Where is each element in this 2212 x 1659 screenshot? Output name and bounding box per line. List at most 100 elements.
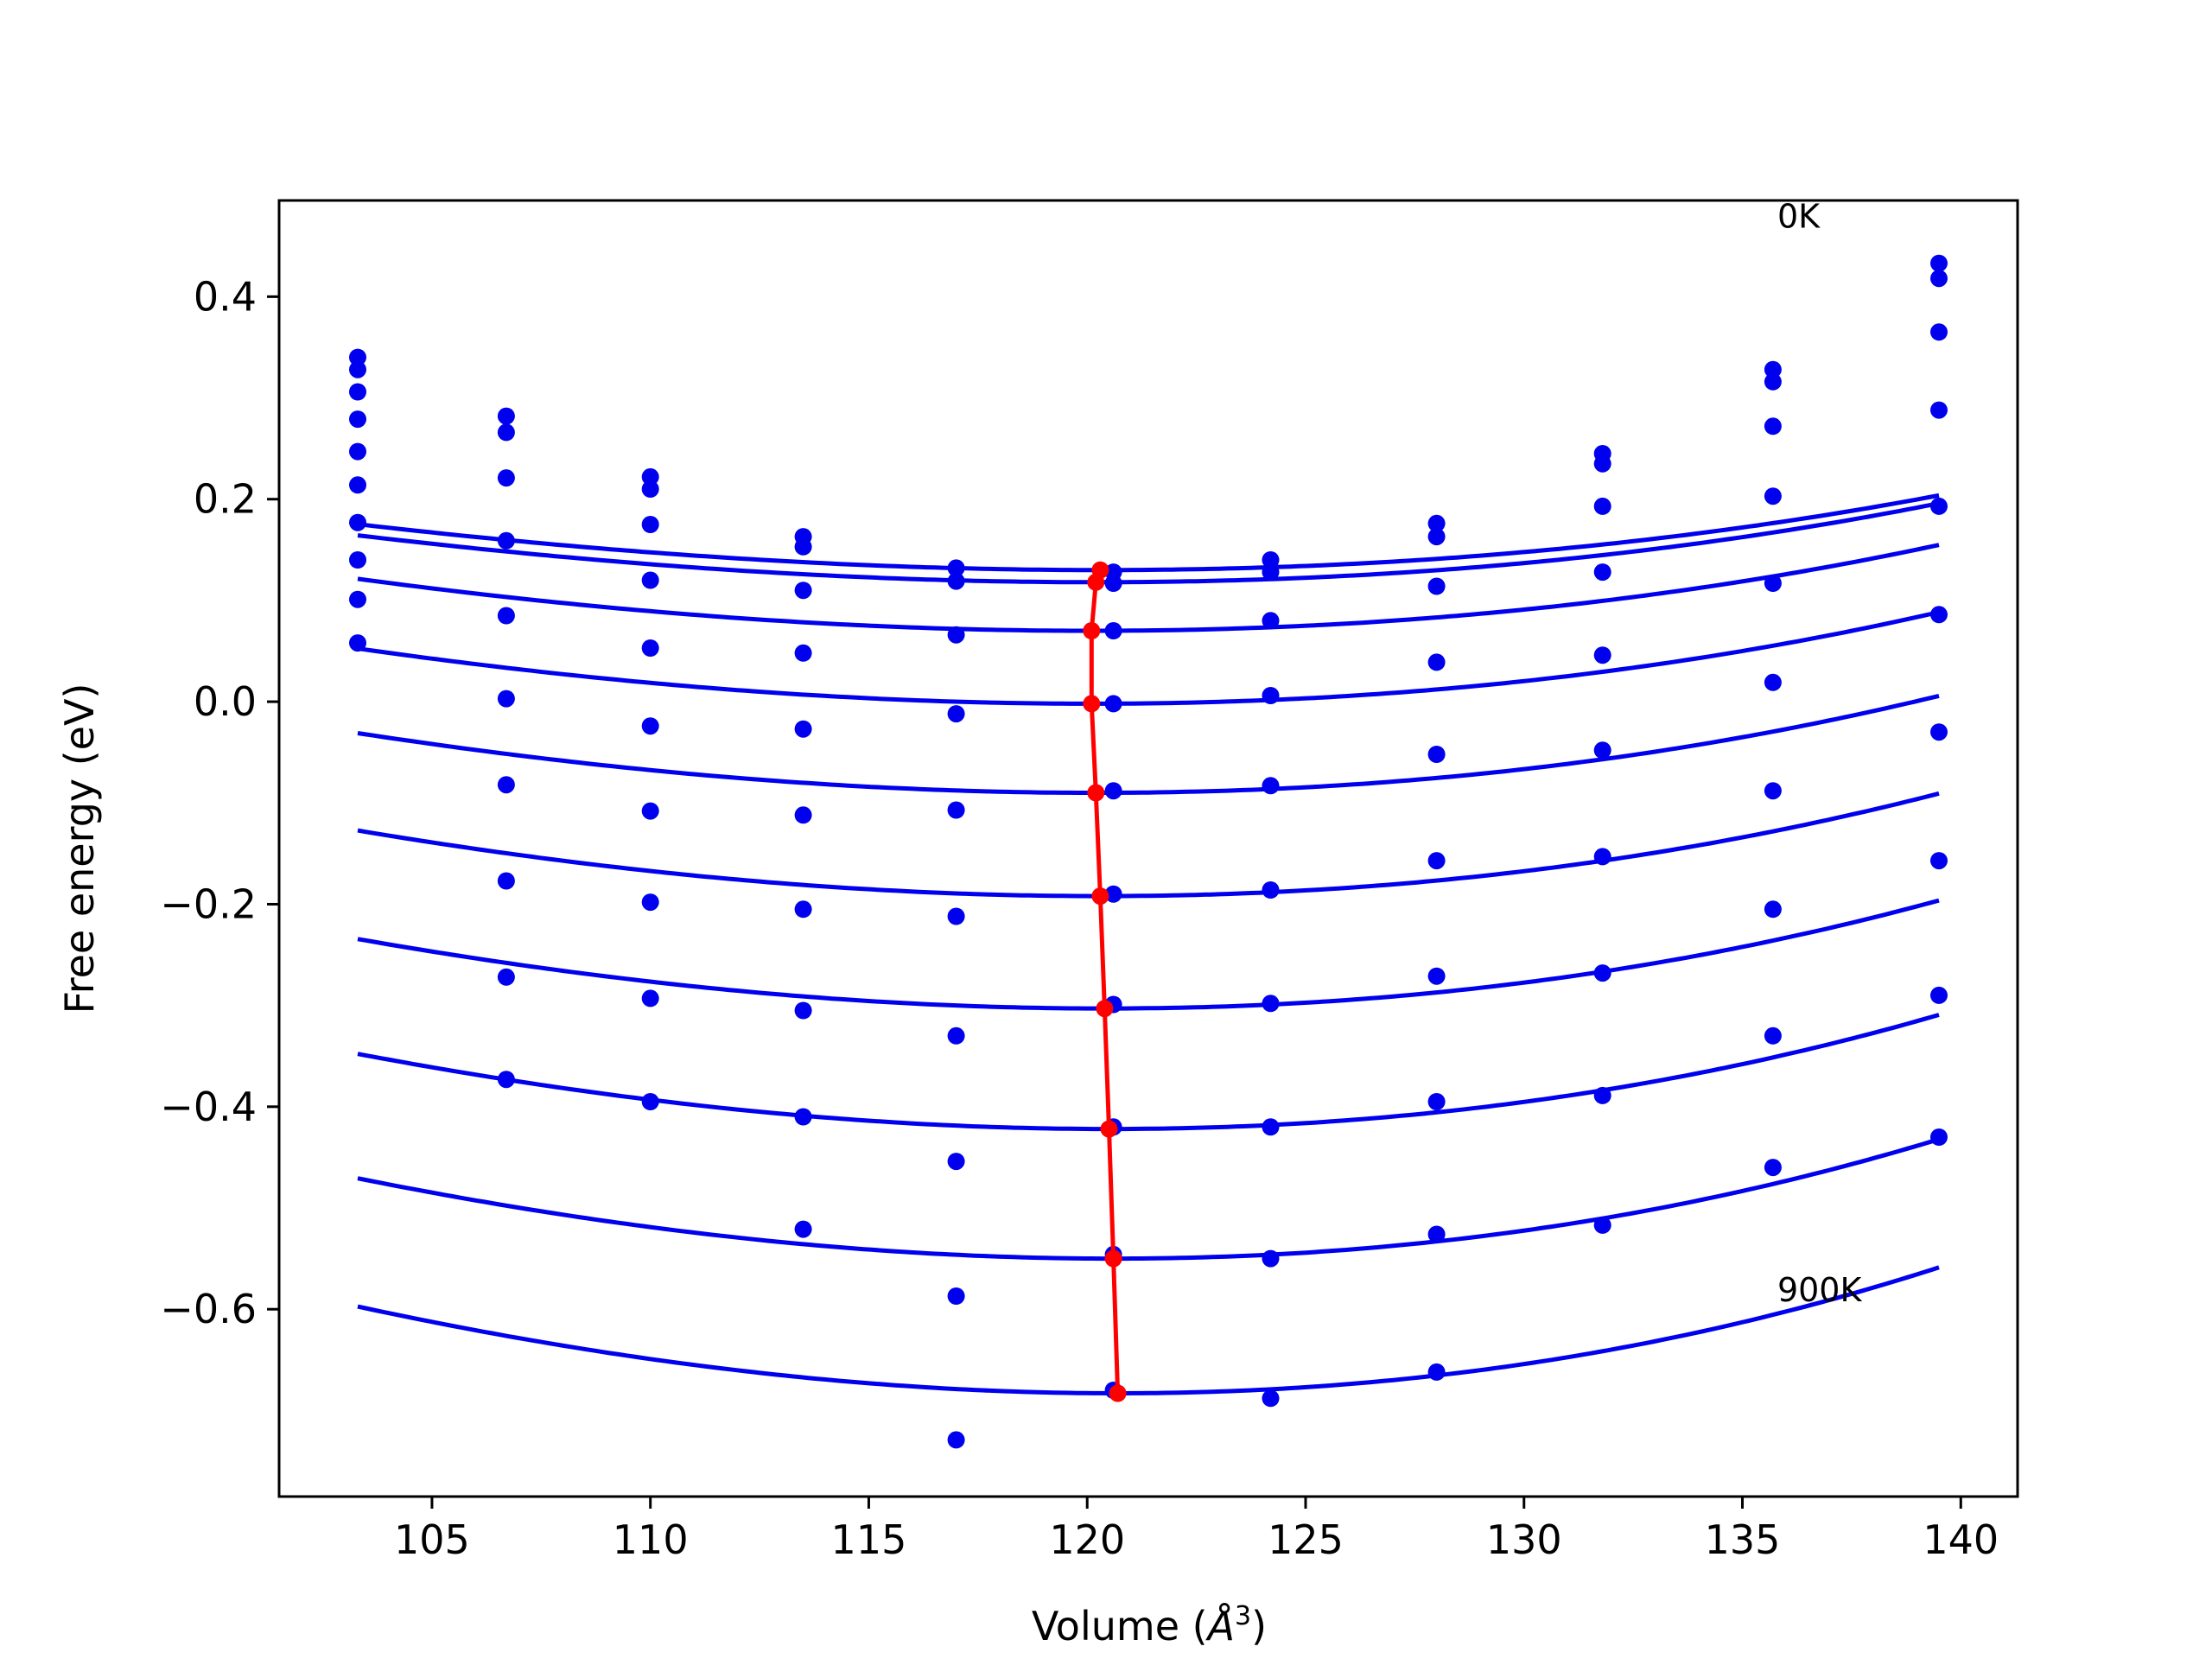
data-point-5-9 xyxy=(1764,673,1782,691)
data-point-8-10 xyxy=(1930,986,1948,1004)
data-point-1-6 xyxy=(1262,563,1280,582)
data-point-6-0 xyxy=(349,513,366,531)
x-tick-label-7: 140 xyxy=(1923,1516,1999,1563)
y-tick-label-4: −0.4 xyxy=(160,1084,257,1130)
fit-curve-4 xyxy=(357,693,1940,795)
data-point-5-10 xyxy=(1930,606,1948,624)
data-point-5-6 xyxy=(1262,881,1280,899)
data-point-6-9 xyxy=(1764,782,1782,800)
data-point-9-2 xyxy=(641,1093,659,1110)
data-point-5-5 xyxy=(1104,885,1122,903)
x-tick-label-2: 115 xyxy=(831,1516,907,1563)
data-point-3-2 xyxy=(641,571,659,589)
data-point-2-7 xyxy=(1427,577,1446,595)
data-point-4-2 xyxy=(641,639,659,657)
data-point-3-6 xyxy=(1262,687,1280,704)
data-point-7-1 xyxy=(497,872,515,890)
data-point-0-1 xyxy=(497,407,515,425)
data-point-2-0 xyxy=(349,383,366,401)
data-point-8-3 xyxy=(794,1108,812,1126)
data-point-9-3 xyxy=(794,1220,812,1238)
data-point-2-2 xyxy=(641,516,659,533)
data-point-0-0 xyxy=(349,348,366,366)
data-point-1-8 xyxy=(1593,454,1611,473)
data-point-7-10 xyxy=(1930,852,1948,870)
data-point-4-0 xyxy=(349,442,366,461)
x-axis-ticks: 105 110 115 120 125 130 135 140 xyxy=(394,1497,1999,1563)
minimum-trace xyxy=(1083,561,1127,1402)
data-point-4-6 xyxy=(1262,777,1280,795)
data-point-2-8 xyxy=(1593,497,1611,515)
fit-curve-0 xyxy=(357,493,1940,573)
data-point-2-6 xyxy=(1262,612,1280,630)
y-tick-label-2: 0.0 xyxy=(194,678,257,725)
data-point-6-6 xyxy=(1262,995,1280,1013)
data-point-1-7 xyxy=(1427,528,1446,546)
data-point-6-1 xyxy=(497,776,515,794)
annotations: 0K 900K xyxy=(1777,198,1863,1309)
data-point-4-1 xyxy=(497,607,515,625)
data-point-7-3 xyxy=(794,1001,812,1020)
data-point-1-2 xyxy=(641,480,659,498)
y-tick-label-5: −0.6 xyxy=(160,1286,257,1332)
y-tick-label-1: 0.2 xyxy=(194,476,257,523)
data-point-5-4 xyxy=(947,907,965,925)
data-point-2-3 xyxy=(794,582,812,600)
minimum-point-7 xyxy=(1100,1120,1118,1138)
data-point-8-1 xyxy=(497,968,515,986)
y-tick-label-3: −0.2 xyxy=(160,880,257,927)
fit-curve-6 xyxy=(357,898,1940,1011)
data-point-3-0 xyxy=(349,410,366,429)
data-point-8-4 xyxy=(947,1287,965,1305)
data-point-6-7 xyxy=(1427,967,1446,985)
data-point-0-7 xyxy=(1427,514,1446,532)
x-axis-label: Volume (Å3) xyxy=(1032,1601,1267,1649)
y-tick-label-0: 0.4 xyxy=(194,273,257,320)
minimum-point-6 xyxy=(1096,1000,1114,1018)
fit-curve-9 xyxy=(357,1265,1940,1395)
data-point-5-8 xyxy=(1593,741,1611,760)
data-point-2-4 xyxy=(947,626,965,644)
data-point-2-1 xyxy=(497,469,515,487)
data-point-7-6 xyxy=(1262,1118,1280,1136)
data-point-3-9 xyxy=(1764,487,1782,505)
data-point-4-5 xyxy=(1104,782,1122,800)
minimum-point-1 xyxy=(1087,573,1105,591)
y-axis-label: Free energy (eV) xyxy=(56,683,103,1014)
minimum-point-5 xyxy=(1091,887,1109,906)
data-point-8-2 xyxy=(641,989,659,1007)
data-point-9-1 xyxy=(497,1071,515,1089)
annotation-0: 0K xyxy=(1777,198,1821,236)
fit-curve-8 xyxy=(357,1137,1940,1262)
minimum-point-3 xyxy=(1083,695,1101,713)
data-point-0-9 xyxy=(1764,360,1782,378)
data-point-1-0 xyxy=(349,360,366,378)
data-point-5-1 xyxy=(497,690,515,708)
data-point-2-5 xyxy=(1104,622,1122,639)
data-point-7-2 xyxy=(641,893,659,912)
data-point-6-3 xyxy=(794,900,812,918)
data-point-4-3 xyxy=(794,720,812,738)
data-point-7-9 xyxy=(1764,900,1782,918)
data-point-3-1 xyxy=(497,531,515,550)
fit-curve-3 xyxy=(357,610,1940,706)
data-point-9-7 xyxy=(1427,1363,1446,1381)
data-point-4-7 xyxy=(1427,746,1446,763)
data-point-3-3 xyxy=(794,644,812,662)
minimum-line xyxy=(1089,569,1121,1394)
data-point-1-9 xyxy=(1764,372,1782,391)
annotation-1: 900K xyxy=(1777,1271,1863,1309)
data-point-3-10 xyxy=(1930,401,1948,419)
data-point-7-8 xyxy=(1593,964,1611,982)
minimum-point-2 xyxy=(1083,622,1101,639)
minimum-point-8 xyxy=(1104,1249,1122,1268)
x-tick-label-6: 135 xyxy=(1705,1516,1781,1563)
data-point-1-5 xyxy=(1104,575,1122,592)
x-tick-label-3: 120 xyxy=(1049,1516,1125,1563)
data-point-1-1 xyxy=(497,423,515,442)
x-tick-label-5: 130 xyxy=(1486,1516,1562,1563)
data-point-5-3 xyxy=(794,806,812,824)
data-point-1-3 xyxy=(794,537,812,556)
data-point-9-0 xyxy=(349,634,366,652)
x-tick-label-1: 110 xyxy=(613,1516,689,1563)
